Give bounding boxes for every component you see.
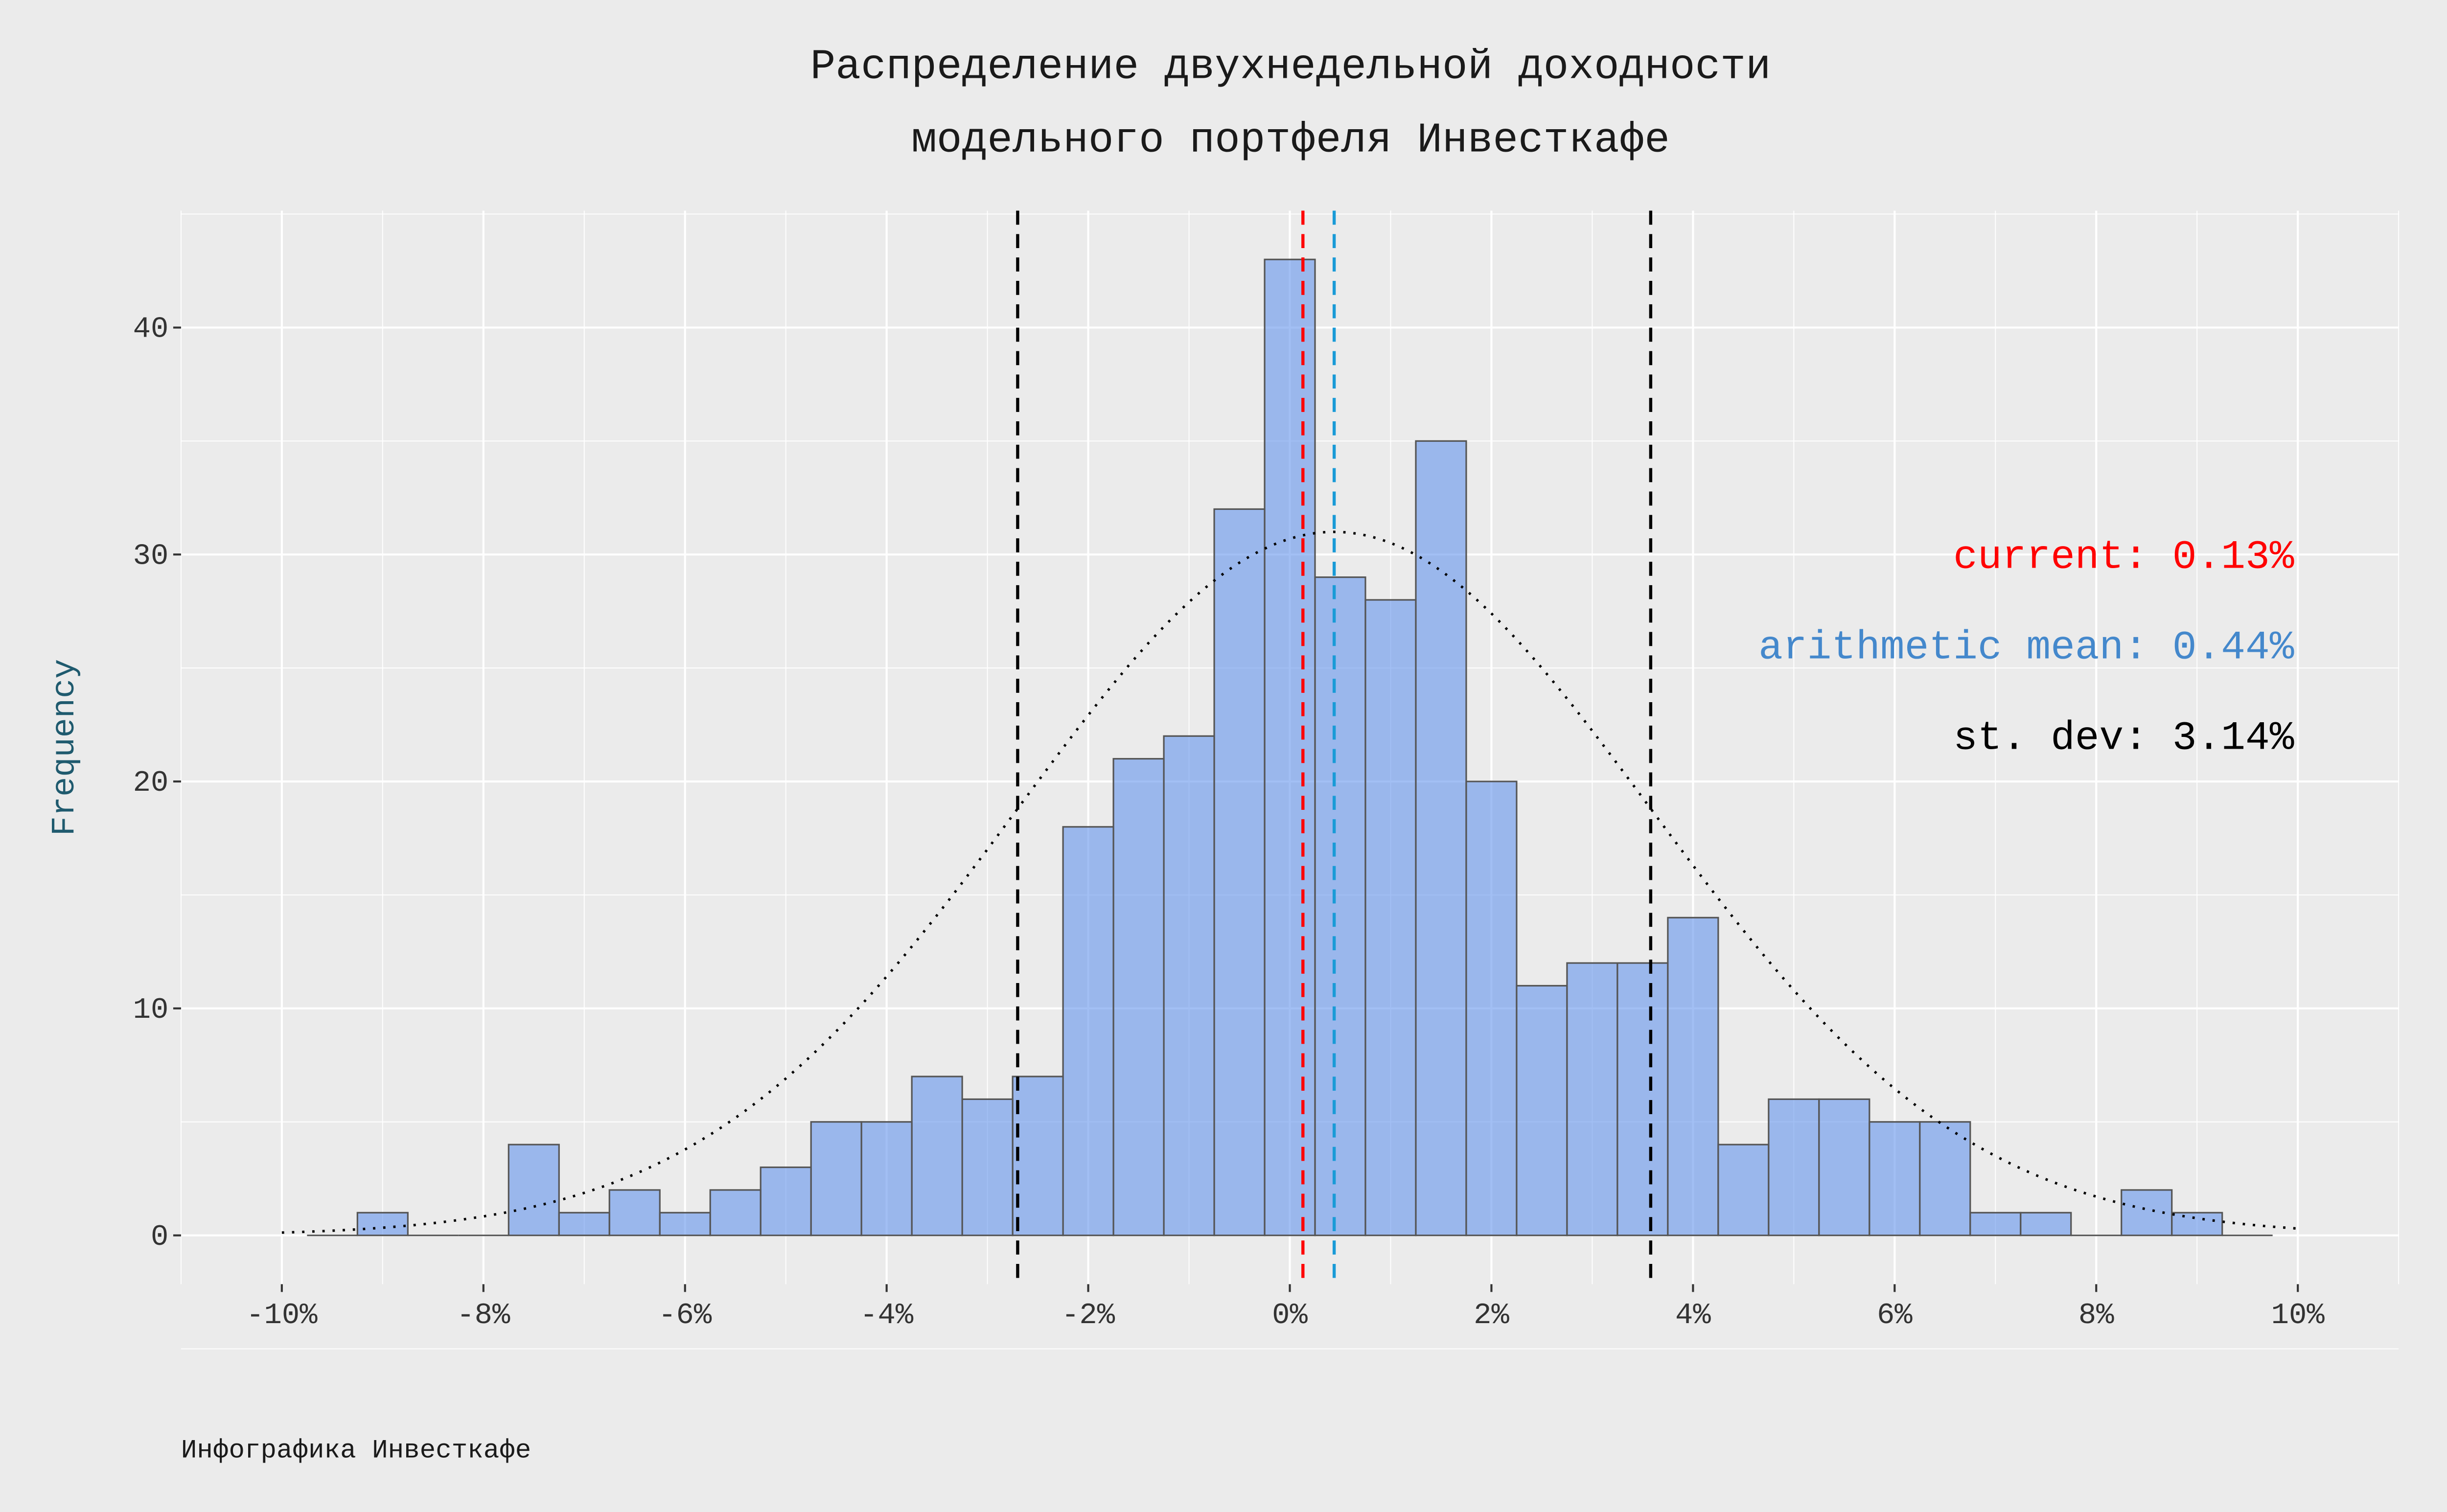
annotation-sd: st. dev: 3.14% xyxy=(1953,715,2294,761)
x-tick-label: 10% xyxy=(2271,1299,2325,1332)
histogram-bar xyxy=(709,1189,762,1237)
y-axis: 0 10 20 30 40 xyxy=(133,313,181,1254)
histogram-bar xyxy=(2020,1212,2072,1237)
x-tick-label: 6% xyxy=(1877,1299,1913,1332)
annotations: current: 0.13% arithmetic mean: 0.44% st… xyxy=(1758,534,2294,761)
histogram-bar xyxy=(1919,1121,1971,1237)
histogram-bar xyxy=(1869,1121,1921,1237)
histogram-bar xyxy=(1969,1212,2022,1237)
histogram-bar xyxy=(1415,440,1467,1237)
chart-title-line-2: модельного портфеля Инвесткафе xyxy=(911,116,1670,164)
x-tick-label: -4% xyxy=(860,1299,914,1332)
x-axis: -10% -8% -6% -4% -2% 0% 2% 4% 6% 8% 10% xyxy=(246,1284,2325,1332)
histogram-bar xyxy=(356,1212,409,1237)
x-tick-label: 2% xyxy=(1474,1299,1509,1332)
y-tick-label: 30 xyxy=(133,540,169,573)
annotation-mean: arithmetic mean: 0.44% xyxy=(1758,625,2294,671)
histogram-bar xyxy=(1516,985,1568,1237)
histogram-bar xyxy=(1062,826,1114,1237)
histogram-bars xyxy=(307,258,2273,1237)
histogram-bar xyxy=(810,1121,862,1237)
x-tick-label: -8% xyxy=(457,1299,510,1332)
histogram-bar xyxy=(1213,508,1266,1237)
histogram-bar xyxy=(1768,1098,1820,1237)
histogram-bar xyxy=(1264,258,1316,1237)
histogram-bar xyxy=(860,1121,913,1237)
histogram-bar xyxy=(1616,962,1669,1237)
x-tick-label: 0% xyxy=(1272,1299,1308,1332)
histogram-bar xyxy=(608,1189,661,1237)
annotation-current: current: 0.13% xyxy=(1953,534,2294,580)
histogram-bar xyxy=(1465,780,1518,1237)
histogram-bar xyxy=(508,1144,560,1237)
histogram-bar xyxy=(659,1212,711,1237)
histogram-bar xyxy=(1566,962,1618,1237)
x-tick-label: -10% xyxy=(246,1299,318,1332)
reference-lines xyxy=(1016,210,1653,1284)
histogram-bar xyxy=(760,1166,812,1237)
histogram-bar xyxy=(2121,1189,2173,1237)
histogram-bar xyxy=(1818,1098,1870,1237)
histogram-bar xyxy=(2171,1212,2223,1237)
histogram-bar xyxy=(1717,1144,1770,1237)
chart-title-line-1: Распределение двухнедельной доходности xyxy=(810,43,1771,91)
x-tick-label: -6% xyxy=(658,1299,712,1332)
histogram-bar xyxy=(911,1076,963,1237)
histogram-bar xyxy=(1364,599,1417,1237)
histogram-bar xyxy=(1667,916,1719,1237)
y-axis-label: Frequency xyxy=(46,659,84,836)
y-tick-label: 20 xyxy=(133,767,169,800)
histogram-bar xyxy=(1314,576,1366,1237)
histogram-bar xyxy=(961,1098,1014,1237)
y-tick-label: 10 xyxy=(133,994,169,1027)
x-tick-label: -2% xyxy=(1062,1299,1115,1332)
histogram-bar xyxy=(1163,735,1215,1237)
x-tick-label: 4% xyxy=(1675,1299,1711,1332)
y-tick-label: 0 xyxy=(151,1221,168,1254)
y-tick-label: 40 xyxy=(133,313,169,346)
x-tick-label: 8% xyxy=(2078,1299,2114,1332)
histogram-bar xyxy=(558,1212,610,1237)
histogram-bar xyxy=(1012,1076,1064,1237)
histogram-bar xyxy=(1112,758,1165,1237)
caption: Инфографика Инвесткафе xyxy=(181,1436,531,1466)
